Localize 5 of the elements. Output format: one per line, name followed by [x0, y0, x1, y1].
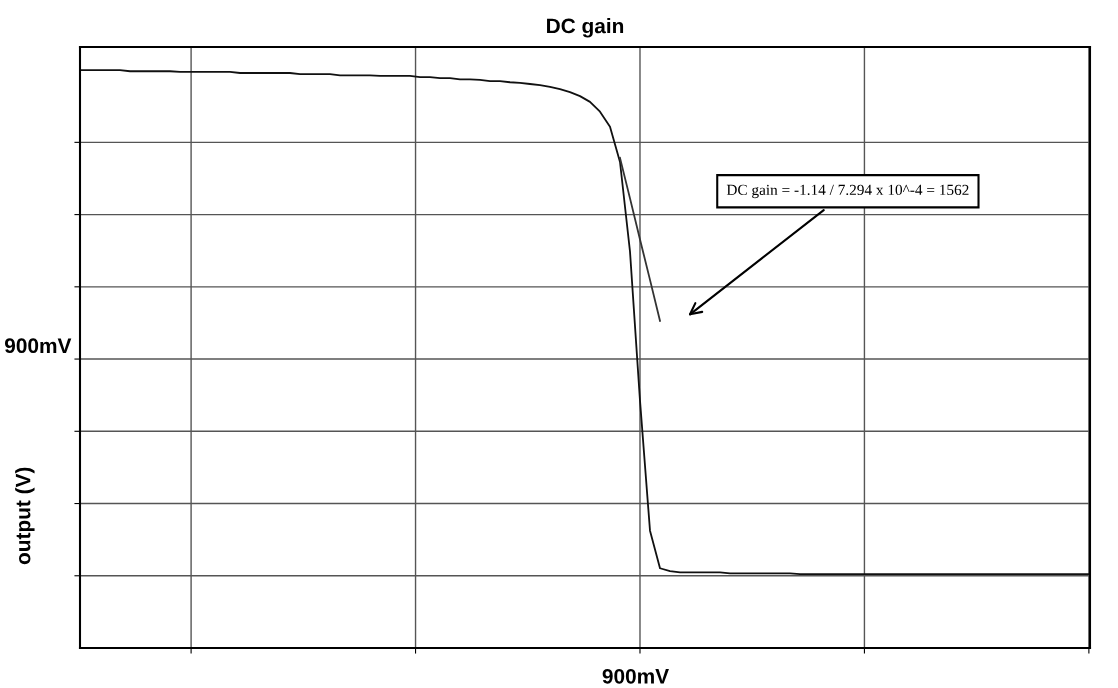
- annotation: DC gain = -1.14 / 7.294 x 10^-4 = 1562: [726, 184, 969, 199]
- text: 900mV: [4, 338, 72, 354]
- y-axis-title: output (V): [15, 467, 35, 565]
- text: 900mV: [602, 668, 669, 684]
- chart-title: DC gain: [547, 18, 624, 38]
